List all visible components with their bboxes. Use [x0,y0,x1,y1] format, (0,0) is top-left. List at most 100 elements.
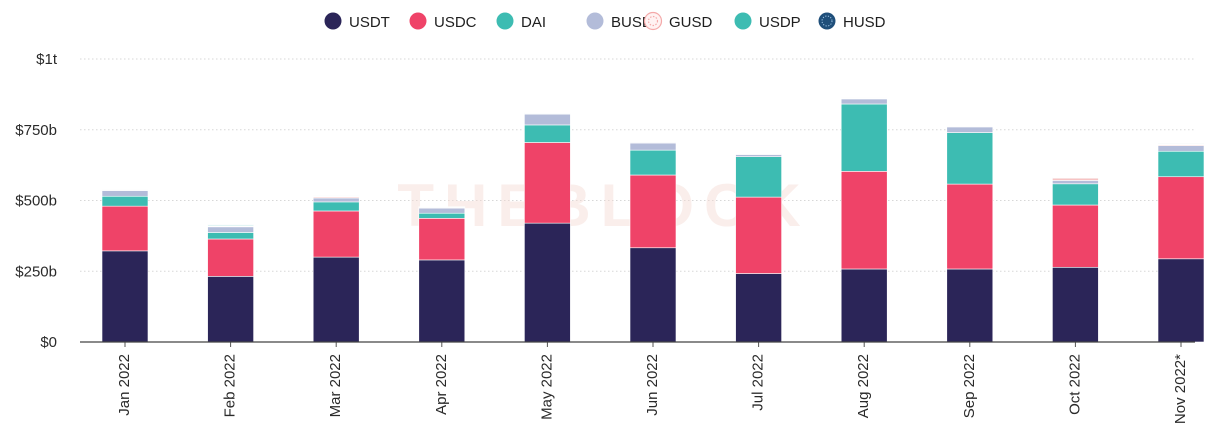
bar-dai-jun-2022 [629,149,677,176]
bar-husd-jul-2022 [735,153,782,155]
y-tick-label: $0 [40,334,57,351]
x-tick-label: Jan 2022 [116,354,133,416]
bar-stack-jul-2022 [735,153,782,343]
x-tick-label: Nov 2022* [1172,354,1189,424]
bar-usdt-apr-2022 [418,259,466,343]
x-tick-label: Oct 2022 [1066,354,1083,415]
legend-label: BUSD [611,14,653,31]
bar-usdc-may-2022 [524,142,571,224]
x-tick-label: Apr 2022 [433,354,450,415]
legend: USDT USDC DAI BUSD GUSD USDP HUSD [324,11,886,32]
bar-busd-may-2022 [524,113,571,126]
legend-item-usdp[interactable]: USDP [734,12,801,32]
bar-usdt-may-2022 [524,222,571,343]
legend-label: GUSD [669,14,713,31]
legend-swatch [586,12,604,30]
y-tick-label: $250b [15,263,57,280]
legend-item-usdc[interactable]: USDC [409,12,477,32]
bar-dai-jan-2022 [101,195,149,207]
bar-usdc-oct-2022 [1052,204,1099,268]
bar-busd-jan-2022 [101,190,149,197]
bar-husd-aug-2022 [840,97,888,99]
y-tick-label: $750b [15,122,57,139]
bar-husd-may-2022 [524,112,571,114]
bar-usdt-jun-2022 [629,247,677,343]
axes: $0 $250b $500b $750b $1t Jan 2022 Feb 2022 Mar … [15,51,1195,424]
bar-stack-oct-2022 [1052,176,1099,343]
bar-husd-oct-2022 [1052,176,1099,179]
bar-usdc-nov-2022 [1157,176,1205,260]
x-tick-label: May 2022 [538,354,555,420]
y-tick-label: $1t [36,51,58,68]
bar-stack-mar-2022 [312,195,360,343]
bar-husd-feb-2022 [207,224,254,226]
x-tick-label: Sep 2022 [961,354,978,418]
x-tick-label: Jul 2022 [750,354,767,411]
bar-usdc-aug-2022 [840,171,888,270]
bar-dai-aug-2022 [840,103,888,172]
legend-label: USDC [434,14,477,31]
bar-busd-feb-2022 [207,226,254,233]
x-tick-label: Mar 2022 [327,354,344,417]
legend-swatch [818,12,836,30]
bar-usdt-jul-2022 [735,273,782,343]
bar-dai-may-2022 [524,124,571,143]
bar-usdt-jan-2022 [101,250,149,343]
bar-dai-apr-2022 [418,212,466,219]
bar-usdc-sep-2022 [946,183,994,270]
bar-husd-jan-2022 [101,188,149,190]
bar-dai-mar-2022 [312,201,360,212]
legend-item-usdt[interactable]: USDT [324,12,390,32]
bar-busd-apr-2022 [418,207,466,214]
bar-husd-nov-2022 [1157,143,1205,145]
y-tick-label: $500b [15,193,57,210]
legend-swatch [409,12,427,30]
bar-usdc-apr-2022 [418,218,466,261]
bar-usdt-feb-2022 [207,276,254,343]
bar-stack-jan-2022 [101,188,149,343]
bar-usdc-jan-2022 [101,205,149,252]
legend-label: HUSD [843,14,886,31]
legend-item-dai[interactable]: DAI [496,12,547,32]
x-tick-label: Jun 2022 [644,354,661,416]
bar-usdt-aug-2022 [840,268,888,343]
bar-dai-sep-2022 [946,132,994,185]
bar-stack-aug-2022 [840,97,888,343]
legend-swatch [324,12,342,30]
bar-husd-sep-2022 [946,125,994,127]
legend-item-husd[interactable]: HUSD [818,12,886,32]
bar-usdt-mar-2022 [312,256,360,343]
legend-swatch [734,12,752,30]
bar-husd-mar-2022 [312,195,360,197]
x-tick-label: Feb 2022 [222,354,239,417]
bar-dai-feb-2022 [207,232,254,240]
bar-husd-apr-2022 [418,206,466,208]
bar-dai-jul-2022 [735,156,782,198]
legend-swatch [643,11,663,31]
bar-busd-sep-2022 [946,126,994,133]
bar-usdc-jun-2022 [629,174,677,249]
bar-busd-nov-2022 [1157,145,1205,152]
legend-swatch [496,12,514,30]
bar-dai-oct-2022 [1052,183,1099,206]
bar-usdt-oct-2022 [1052,266,1099,343]
bar-usdc-feb-2022 [207,238,254,277]
bar-husd-jun-2022 [629,141,677,143]
legend-swatch-pattern [821,15,833,27]
bar-stack-apr-2022 [418,206,466,343]
bar-busd-mar-2022 [312,197,360,203]
legend-swatch-pattern [647,15,659,27]
legend-label: USDT [349,14,390,31]
legend-item-gusd[interactable]: GUSD [643,11,713,32]
bar-stack-may-2022 [524,112,571,343]
legend-label: DAI [521,14,546,31]
bar-stack-jun-2022 [629,141,677,343]
bar-busd-aug-2022 [840,98,888,105]
legend-label: USDP [759,14,801,31]
legend-item-busd[interactable]: BUSD [586,12,653,32]
bar-stack-sep-2022 [946,125,994,343]
bar-dai-nov-2022 [1157,150,1205,178]
bar-usdc-jul-2022 [735,196,782,274]
